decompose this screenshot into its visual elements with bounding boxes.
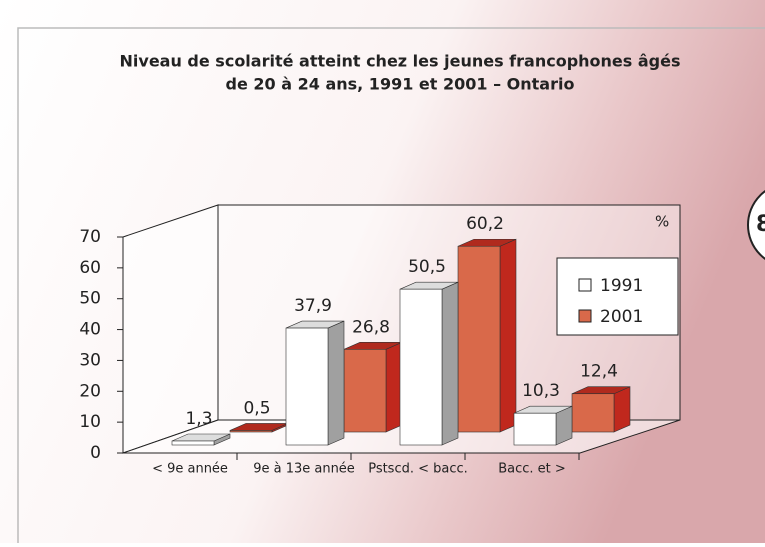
value-label: 12,4 bbox=[580, 362, 618, 382]
y-tick-label: 10 bbox=[79, 412, 101, 432]
y-tick-label: 0 bbox=[90, 443, 101, 463]
card-border bbox=[17, 27, 765, 543]
page-circle bbox=[747, 190, 765, 260]
chart-title: Niveau de scolarité atteint chez les jeu… bbox=[120, 52, 681, 71]
y-tick-label: 50 bbox=[79, 289, 101, 309]
legend-label: 2001 bbox=[600, 307, 643, 327]
legend-swatch bbox=[578, 309, 592, 323]
x-tick-label: Bacc. et > bbox=[498, 462, 566, 477]
chart-title: de 20 à 24 ans, 1991 et 2001 – Ontario bbox=[226, 75, 575, 94]
y-tick-label: 70 bbox=[79, 227, 101, 247]
y-tick-label: 20 bbox=[79, 381, 101, 401]
bar bbox=[513, 412, 557, 446]
value-label: 50,5 bbox=[408, 257, 446, 277]
y-tick-label: 30 bbox=[79, 350, 101, 370]
x-tick-label: 9e à 13e année bbox=[253, 462, 355, 477]
value-label: 37,9 bbox=[294, 296, 332, 316]
value-label: 60,2 bbox=[466, 214, 504, 234]
legend-swatch bbox=[578, 278, 592, 292]
value-label: 10,3 bbox=[522, 381, 560, 401]
y-tick-label: 40 bbox=[79, 320, 101, 340]
bar-side bbox=[499, 238, 517, 433]
legend-label: 1991 bbox=[600, 276, 643, 296]
y-tick-label: 60 bbox=[79, 258, 101, 278]
value-label: 1,3 bbox=[185, 409, 212, 429]
legend bbox=[556, 257, 679, 336]
bar bbox=[457, 245, 501, 433]
unit-label: % bbox=[655, 213, 669, 231]
bar bbox=[171, 440, 215, 446]
bar bbox=[343, 349, 387, 433]
bar-side bbox=[327, 320, 345, 446]
x-tick-label: < 9e année bbox=[152, 462, 228, 477]
bar bbox=[285, 327, 329, 446]
bar-side bbox=[613, 386, 631, 433]
value-label: 26,8 bbox=[352, 317, 390, 337]
bar bbox=[399, 288, 443, 446]
bar bbox=[229, 430, 273, 433]
bar-side bbox=[441, 281, 459, 446]
bar-side bbox=[385, 341, 403, 433]
value-label: 0,5 bbox=[243, 398, 270, 418]
x-tick-label: Pstscd. < bacc. bbox=[368, 462, 468, 477]
page-number: 8 bbox=[756, 212, 765, 237]
bar bbox=[571, 393, 615, 433]
